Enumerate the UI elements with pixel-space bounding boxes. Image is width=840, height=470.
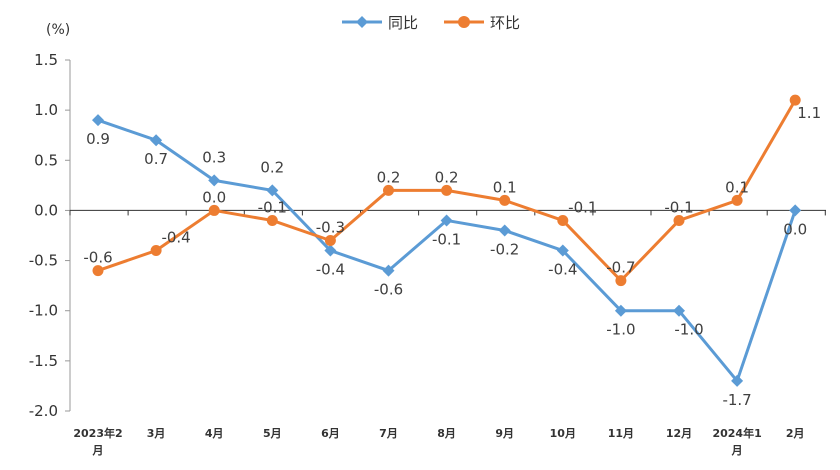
x-tick-label: 2023年2 月 — [73, 426, 122, 457]
data-point — [266, 214, 278, 226]
data-label: 1.1 — [797, 104, 821, 122]
data-label: -0.1 — [568, 198, 597, 216]
data-point — [673, 214, 685, 226]
data-label: -1.7 — [722, 391, 751, 409]
data-label: 0.0 — [783, 220, 807, 238]
data-label: 0.2 — [435, 168, 459, 186]
data-label: 0.1 — [725, 178, 749, 196]
x-tick-label: 7月 — [379, 427, 398, 440]
data-label: -0.4 — [548, 261, 577, 279]
data-label: 0.2 — [377, 168, 401, 186]
data-point — [92, 265, 104, 277]
data-label: -0.6 — [374, 281, 403, 299]
data-labels: 0.9 0.7 0.3 0.2 -0.4 -0.6 -0.1 -0.2 -0.4 -1.0 -1.0… — [83, 104, 821, 409]
y-tick-label: 0.5 — [34, 151, 58, 169]
data-point — [92, 114, 104, 127]
y-tick-label: -2.0 — [29, 402, 58, 420]
x-tick-label: 3月 — [147, 427, 166, 440]
data-point — [557, 214, 569, 226]
data-label: -0.4 — [161, 229, 190, 247]
x-tick-label: 2024年1 月 — [712, 426, 761, 457]
data-label: -0.1 — [258, 198, 287, 216]
data-point — [441, 184, 453, 196]
data-label: 0.3 — [202, 148, 226, 166]
data-label: 0.7 — [144, 150, 168, 168]
y-tick-label: -1.0 — [29, 302, 58, 320]
data-point — [150, 134, 163, 147]
data-point — [150, 245, 162, 257]
data-label: -0.1 — [432, 230, 461, 248]
y-tick-label: -0.5 — [29, 252, 58, 270]
data-point — [324, 235, 336, 247]
axes: 1.5 1.0 0.5 0.0 -0.5 -1.0 -1.5 -2.0 2023年2 月 3月 4月 5… — [29, 51, 826, 457]
data-point — [789, 204, 802, 217]
data-point — [208, 174, 221, 187]
data-point — [556, 244, 569, 257]
data-label: -1.0 — [674, 321, 703, 339]
data-point — [383, 184, 394, 196]
data-label: 0.1 — [493, 178, 517, 196]
legend: 同比 环比 — [342, 14, 520, 32]
data-label: -0.2 — [490, 240, 519, 258]
data-point — [324, 244, 337, 257]
data-point — [615, 275, 627, 287]
data-label: 0.0 — [202, 188, 226, 206]
data-point — [731, 374, 744, 387]
data-point — [789, 94, 801, 106]
data-label: -0.1 — [664, 198, 693, 216]
data-point — [498, 224, 511, 237]
y-tick-label: 0.0 — [34, 201, 58, 219]
legend-label-yoy: 同比 — [388, 14, 418, 32]
legend-label-mom: 环比 — [490, 14, 520, 32]
x-tick-label: 9月 — [495, 427, 514, 440]
data-label: -0.4 — [316, 261, 345, 279]
data-point — [440, 214, 453, 227]
data-point — [266, 184, 279, 197]
x-tick-label: 12月 — [666, 427, 692, 440]
data-label: -0.7 — [606, 259, 635, 277]
data-label: -1.0 — [606, 321, 635, 339]
legend-item-yoy: 同比 — [342, 14, 418, 32]
y-axis-unit: (%) — [46, 22, 70, 38]
data-point — [382, 264, 395, 277]
data-point — [208, 204, 220, 216]
y-tick-label: 1.5 — [34, 51, 58, 69]
series-layer — [92, 94, 802, 387]
x-tick-label: 11月 — [608, 427, 634, 440]
data-label: -0.6 — [83, 249, 112, 267]
legend-item-mom: 环比 — [444, 14, 520, 32]
data-point — [614, 304, 627, 317]
data-point — [499, 194, 511, 206]
x-tick-label: 4月 — [205, 427, 224, 440]
x-tick-label: 2月 — [786, 427, 805, 440]
data-point — [673, 304, 685, 317]
data-label: 0.2 — [260, 158, 284, 176]
data-point — [731, 194, 743, 206]
y-tick-label: 1.0 — [34, 101, 58, 119]
x-tick-label: 8月 — [437, 427, 456, 440]
x-tick-label: 10月 — [550, 427, 576, 440]
y-tick-label: -1.5 — [29, 352, 58, 370]
x-tick-label: 5月 — [263, 427, 282, 440]
data-label: 0.9 — [86, 130, 110, 148]
x-tick-label: 6月 — [321, 427, 340, 440]
data-label: -0.3 — [316, 219, 345, 237]
